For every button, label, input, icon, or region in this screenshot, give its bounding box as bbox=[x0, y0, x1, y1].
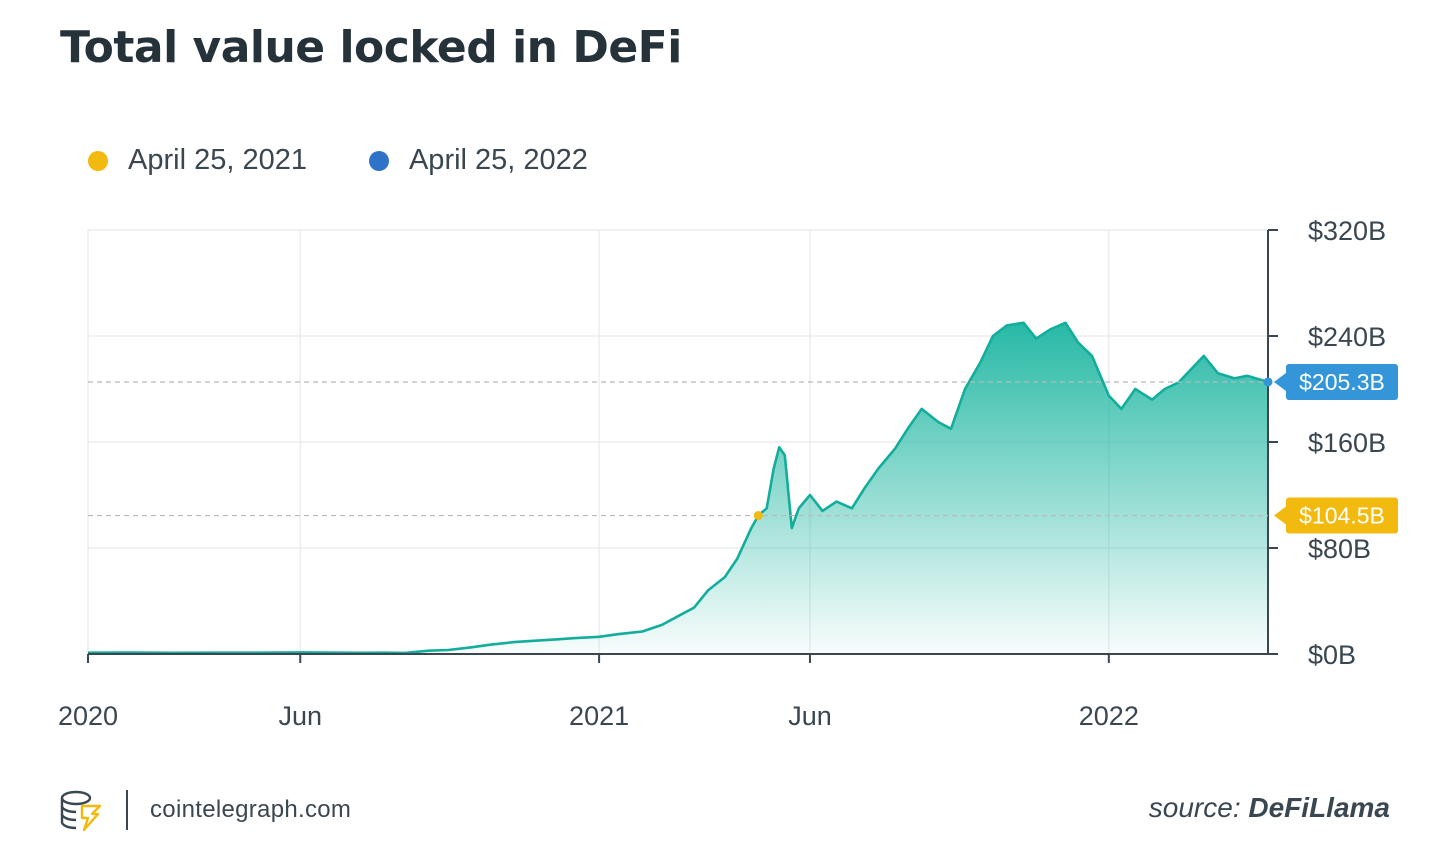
y-tick-label: $240B bbox=[1308, 322, 1386, 352]
x-tick-label: Jun bbox=[278, 701, 322, 731]
source-prefix: source: bbox=[1148, 792, 1241, 823]
cointelegraph-logo-icon bbox=[60, 790, 102, 832]
value-badge-label: $205.3B bbox=[1299, 369, 1385, 395]
value-badge-label: $104.5B bbox=[1299, 503, 1385, 529]
legend: April 25, 2021 April 25, 2022 bbox=[88, 144, 588, 177]
highlight-marker bbox=[1263, 377, 1273, 387]
x-tick-label: 2022 bbox=[1079, 701, 1139, 731]
tvl-line bbox=[87, 321, 1269, 655]
legend-label: April 25, 2021 bbox=[128, 144, 307, 176]
value-badge bbox=[1286, 363, 1398, 400]
x-tick-label: 2021 bbox=[569, 701, 629, 731]
tvl-area bbox=[88, 322, 1268, 654]
legend-dot-icon bbox=[368, 150, 389, 171]
value-badge-pointer bbox=[1274, 372, 1286, 391]
footer-source: source: DeFiLlama bbox=[1149, 792, 1390, 824]
y-tick-label: $0B bbox=[1308, 640, 1356, 670]
x-tick-label: 2020 bbox=[58, 701, 118, 731]
highlight-marker bbox=[753, 511, 763, 521]
y-tick-label: $320B bbox=[1308, 216, 1386, 246]
chart-title: Total value locked in DeFi bbox=[60, 22, 682, 73]
footer-site[interactable]: cointelegraph.com bbox=[150, 796, 352, 823]
value-badge-pointer bbox=[1274, 506, 1286, 525]
y-tick-label: $160B bbox=[1308, 428, 1386, 458]
legend-dot-icon bbox=[88, 150, 108, 171]
legend-label: April 25, 2022 bbox=[408, 144, 588, 176]
x-tick-label: Jun bbox=[788, 701, 832, 731]
value-badge bbox=[1286, 497, 1398, 534]
legend-item-2022: April 25, 2022 bbox=[368, 144, 588, 177]
footer-divider bbox=[126, 790, 128, 830]
legend-item-2021: April 25, 2021 bbox=[88, 144, 307, 177]
source-name: DeFiLlama bbox=[1248, 792, 1390, 823]
y-tick-label: $80B bbox=[1308, 534, 1371, 564]
footer-brand: cointelegraph.com bbox=[58, 788, 351, 832]
